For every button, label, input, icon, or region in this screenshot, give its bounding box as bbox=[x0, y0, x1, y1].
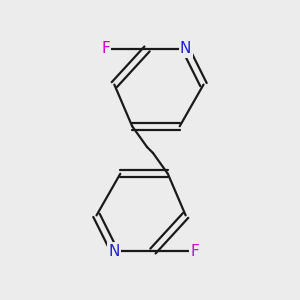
Text: N: N bbox=[180, 41, 191, 56]
Text: N: N bbox=[109, 244, 120, 259]
Text: F: F bbox=[190, 244, 199, 259]
Text: F: F bbox=[101, 41, 110, 56]
